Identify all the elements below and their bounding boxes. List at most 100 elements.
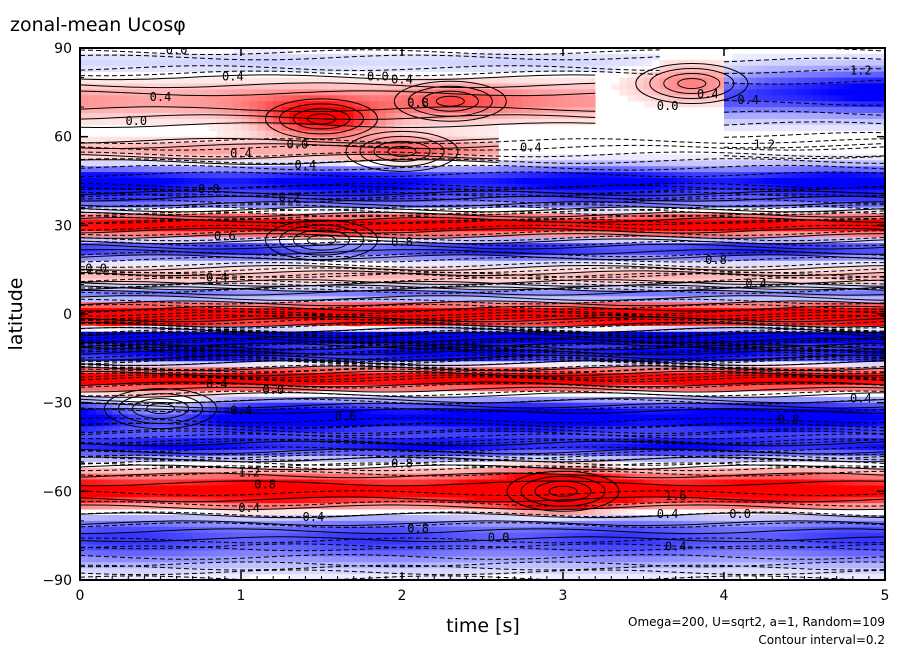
field-cell xyxy=(442,574,451,580)
field-cell xyxy=(289,373,298,380)
field-cell xyxy=(418,160,427,167)
field-cell xyxy=(442,118,451,126)
field-cell xyxy=(442,260,451,268)
field-cell xyxy=(241,562,250,569)
field-cell xyxy=(184,414,194,421)
field-cell xyxy=(88,355,97,362)
field-cell xyxy=(361,195,371,203)
field-cell xyxy=(200,544,210,551)
field-cell xyxy=(176,467,186,474)
field-cell xyxy=(257,514,266,522)
field-cell xyxy=(160,473,169,480)
field-cell xyxy=(224,95,234,102)
field-cell xyxy=(369,379,379,386)
field-cell xyxy=(321,266,330,274)
field-cell xyxy=(410,178,419,185)
field-cell xyxy=(490,154,499,161)
field-cell xyxy=(120,544,129,551)
field-cell xyxy=(385,59,395,67)
field-cell xyxy=(474,284,483,291)
field-cell xyxy=(273,444,282,451)
field-cell xyxy=(184,319,194,327)
field-cell xyxy=(329,308,338,315)
field-cell xyxy=(168,65,177,73)
field-cell xyxy=(305,449,314,457)
field-cell xyxy=(353,59,363,67)
field-cell xyxy=(361,130,371,138)
field-cell xyxy=(434,331,443,339)
field-cell xyxy=(305,485,314,492)
field-cell xyxy=(410,302,419,309)
field-cell xyxy=(385,337,395,344)
field-cell xyxy=(410,77,419,84)
field-cell xyxy=(297,172,306,179)
field-cell xyxy=(514,438,524,445)
field-cell xyxy=(393,544,403,551)
field-cell xyxy=(88,178,97,185)
field-cell xyxy=(297,148,306,155)
field-cell xyxy=(184,497,194,504)
field-cell xyxy=(530,296,540,303)
field-cell xyxy=(232,65,242,73)
field-cell xyxy=(104,408,113,415)
field-cell xyxy=(353,574,363,580)
field-cell xyxy=(482,183,491,191)
field-cell xyxy=(160,77,169,84)
field-cell xyxy=(514,503,524,510)
field-cell xyxy=(80,225,89,232)
field-cell xyxy=(410,526,419,534)
field-cell xyxy=(144,172,153,179)
field-cell xyxy=(160,189,169,197)
field-cell xyxy=(353,384,363,392)
field-cell xyxy=(498,514,508,522)
field-cell xyxy=(345,59,355,67)
field-cell xyxy=(224,308,234,315)
field-cell xyxy=(498,479,508,486)
field-cell xyxy=(466,432,475,439)
chart-title: zonal-mean Ucosφ xyxy=(10,14,186,36)
field-cell xyxy=(305,284,314,291)
field-cell xyxy=(80,136,89,143)
field-cell xyxy=(289,432,298,439)
field-cell xyxy=(273,319,282,327)
field-cell xyxy=(426,77,435,84)
field-cell xyxy=(458,243,467,250)
field-cell xyxy=(88,390,97,398)
field-cell xyxy=(538,544,548,551)
field-cell xyxy=(458,290,467,297)
field-cell xyxy=(297,526,306,534)
field-cell xyxy=(450,124,459,132)
field-cell xyxy=(546,107,556,114)
field-cell xyxy=(249,314,258,321)
field-cell xyxy=(152,231,161,238)
field-cell xyxy=(216,290,226,297)
field-cell xyxy=(361,562,371,569)
field-cell xyxy=(289,65,298,73)
field-cell xyxy=(546,243,556,250)
field-cell xyxy=(321,83,330,90)
field-cell xyxy=(474,355,483,362)
field-cell xyxy=(522,95,532,102)
field-cell xyxy=(249,124,258,132)
field-cell xyxy=(458,319,467,327)
field-cell xyxy=(377,538,387,545)
field-cell xyxy=(232,379,242,386)
field-cell xyxy=(530,420,540,427)
field-cell xyxy=(466,154,475,161)
field-cell xyxy=(522,526,532,534)
field-cell xyxy=(305,95,314,102)
field-cell xyxy=(530,118,540,126)
field-cell xyxy=(168,520,177,528)
field-cell xyxy=(112,107,121,114)
field-cell xyxy=(402,290,411,297)
field-cell xyxy=(490,355,499,362)
field-cell xyxy=(482,426,491,433)
field-cell xyxy=(128,59,137,67)
field-cell xyxy=(458,260,467,268)
field-cell xyxy=(152,172,161,179)
field-cell xyxy=(402,349,411,356)
field-cell xyxy=(418,479,427,486)
field-cell xyxy=(88,485,97,492)
field-cell xyxy=(136,160,145,167)
field-cell xyxy=(104,107,113,114)
